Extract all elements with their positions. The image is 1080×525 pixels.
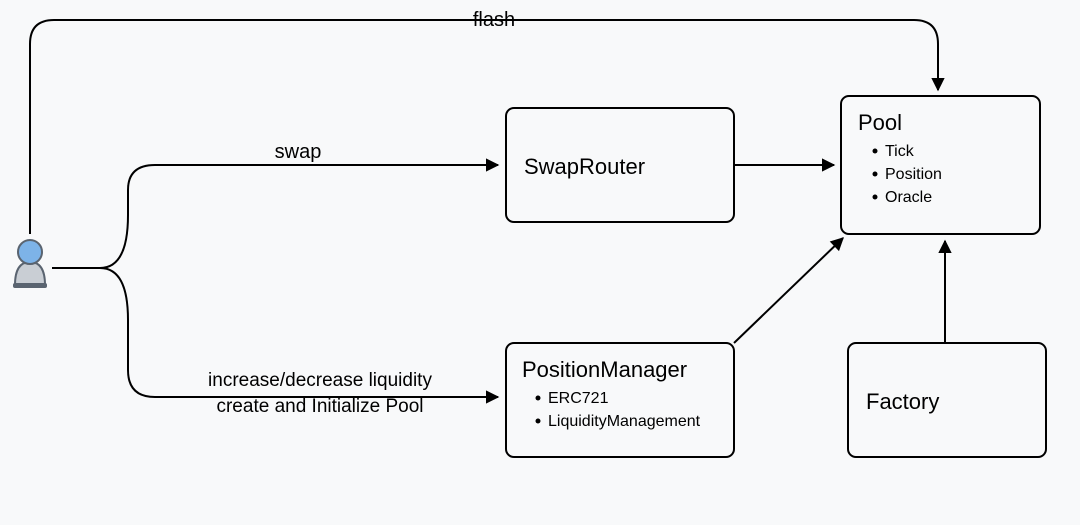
node-swaprouter: SwapRouter: [506, 108, 734, 222]
positionmanager-item-1: LiquidityManagement: [548, 413, 701, 430]
architecture-diagram: flash swap increase/decrease liquidity c…: [0, 0, 1080, 525]
positionmanager-item-0: ERC721: [548, 390, 609, 407]
edge-positionmanager-pool: [734, 238, 843, 343]
edge-liquidity-label-2: create and Initialize Pool: [216, 396, 423, 417]
pool-item-1: Position: [885, 166, 942, 183]
pool-item-2: Oracle: [885, 189, 932, 206]
pool-item-0: Tick: [885, 143, 915, 160]
edge-liquidity-label-1: increase/decrease liquidity: [208, 370, 432, 391]
positionmanager-title: PositionManager: [522, 357, 687, 382]
edge-flash: [30, 20, 938, 234]
node-pool: Pool Tick Position Oracle: [841, 96, 1040, 234]
user-actor: [13, 240, 47, 288]
swaprouter-title: SwapRouter: [524, 154, 645, 179]
pool-title: Pool: [858, 110, 902, 135]
actor-fanout: [52, 165, 155, 397]
node-factory: Factory: [848, 343, 1046, 457]
node-positionmanager: PositionManager ERC721 LiquidityManageme…: [506, 343, 734, 457]
edge-swap-label: swap: [275, 141, 322, 163]
edge-flash-label: flash: [473, 9, 515, 31]
factory-title: Factory: [866, 389, 939, 414]
